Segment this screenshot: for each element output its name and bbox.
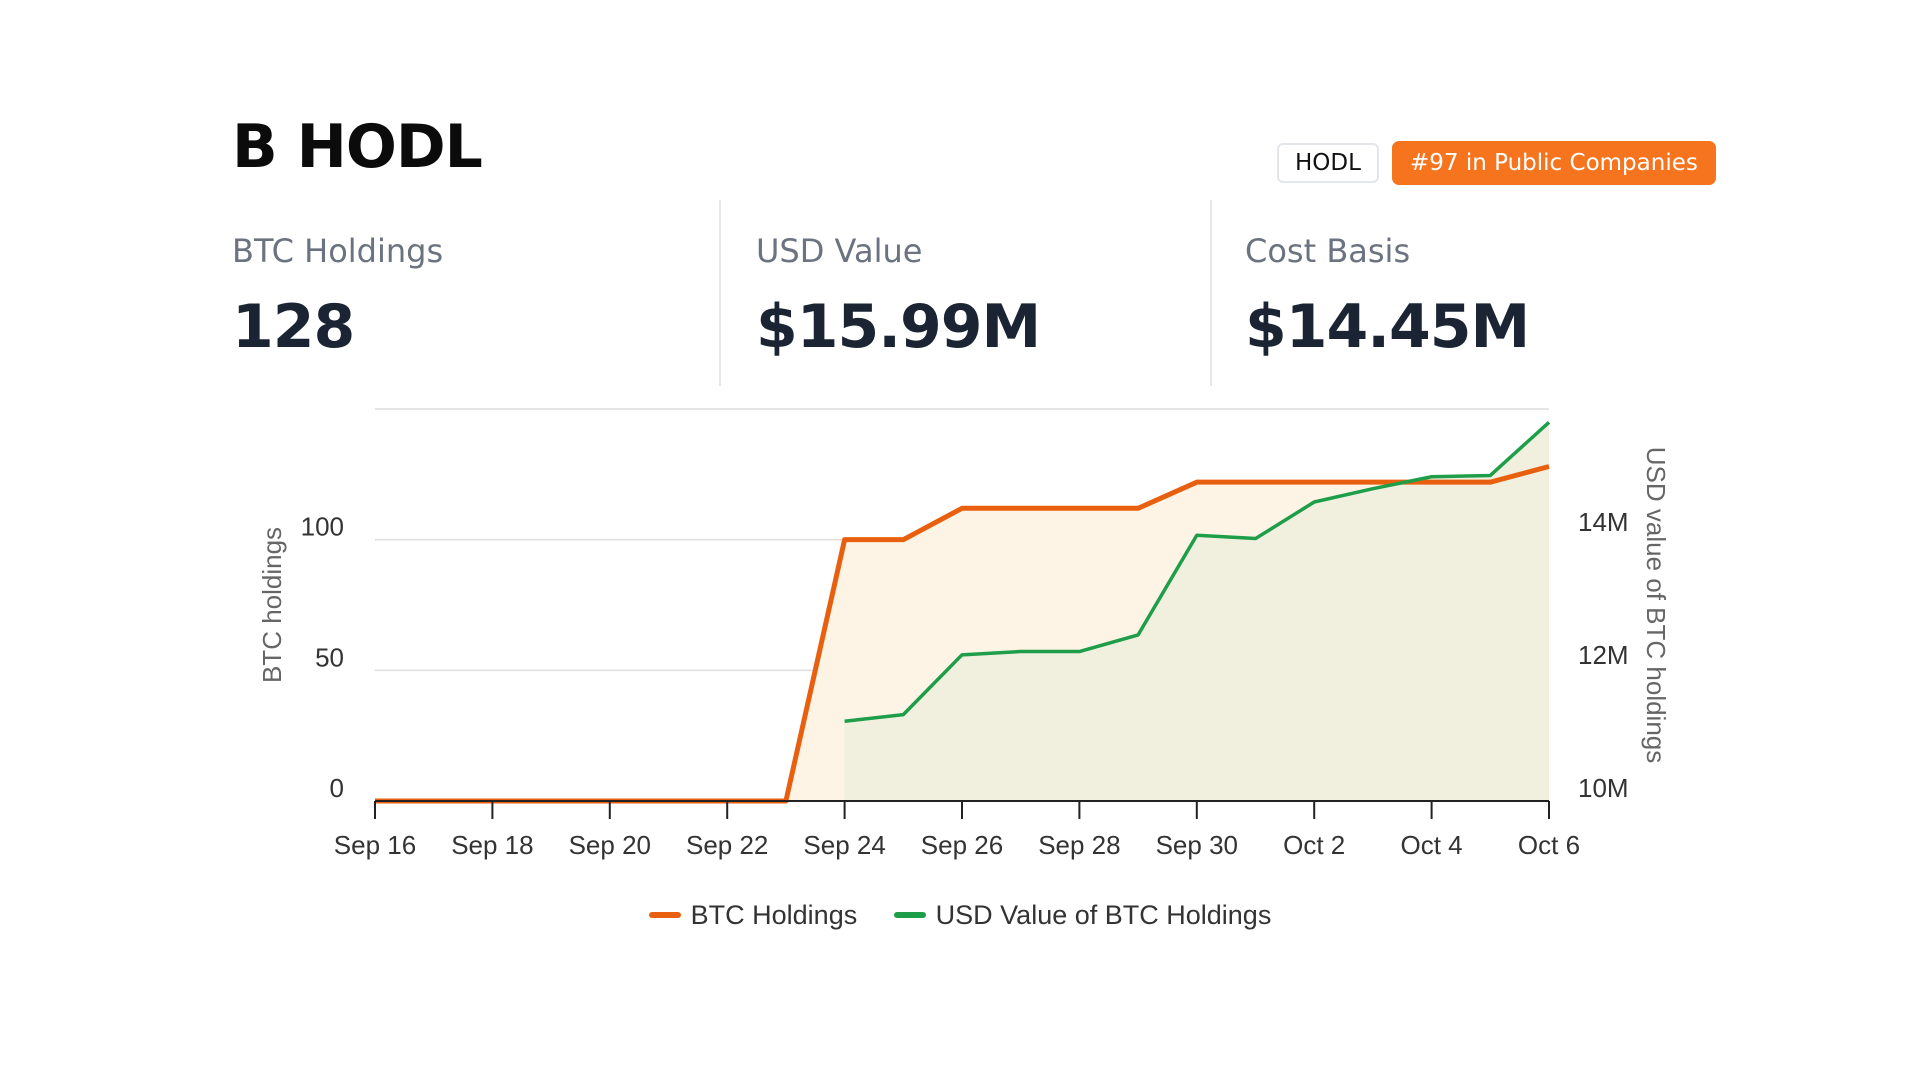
- x-tick-label: Sep 28: [1038, 830, 1120, 860]
- y-left-tick-label: 50: [315, 642, 344, 672]
- y-right-tick-label: 10M: [1578, 773, 1629, 803]
- x-tick-label: Sep 30: [1156, 830, 1238, 860]
- usd-value-area: [844, 422, 1549, 801]
- legend-label: BTC Holdings: [690, 900, 858, 930]
- x-tick-label: Oct 4: [1401, 830, 1463, 860]
- legend-label: USD Value of BTC Holdings: [935, 900, 1272, 930]
- legend-item-btc-holdings[interactable]: BTC Holdings: [648, 900, 858, 931]
- y-right-tick-label: 12M: [1578, 640, 1629, 670]
- y-left-tick-label: 0: [330, 773, 344, 803]
- stat-label: USD Value: [756, 232, 923, 270]
- legend-swatch-usd: [893, 911, 926, 918]
- rank-badge[interactable]: #97 in Public Companies: [1392, 141, 1716, 185]
- stat-divider: [719, 200, 721, 386]
- ticker-badge[interactable]: HODL: [1277, 143, 1379, 183]
- stat-value: 128: [232, 292, 355, 362]
- chart-legend: BTC Holdings USD Value of BTC Holdings: [0, 900, 1920, 931]
- x-tick-label: Oct 2: [1283, 830, 1345, 860]
- x-tick-label: Sep 24: [803, 830, 885, 860]
- stat-btc-holdings: BTC Holdings 128: [232, 200, 443, 386]
- stat-divider: [1210, 200, 1212, 386]
- company-title: B HODL: [232, 112, 483, 182]
- x-tick-label: Sep 16: [334, 830, 416, 860]
- usd-value-line: [844, 420, 1551, 724]
- legend-item-usd-value[interactable]: USD Value of BTC Holdings: [893, 900, 1272, 931]
- x-tick-label: Sep 22: [686, 830, 768, 860]
- stat-usd-value: USD Value $15.99M: [756, 200, 1041, 386]
- stat-cost-basis: Cost Basis $14.45M: [1245, 200, 1530, 386]
- x-tick-label: Oct 6: [1518, 830, 1580, 860]
- stat-label: Cost Basis: [1245, 232, 1411, 270]
- y-right-axis-title: USD value of BTC holdings: [1641, 447, 1671, 763]
- x-tick-label: Sep 26: [921, 830, 1003, 860]
- stat-value: $15.99M: [756, 292, 1041, 362]
- x-tick-label: Sep 18: [451, 830, 533, 860]
- x-tick-label: Sep 20: [569, 830, 651, 860]
- stat-label: BTC Holdings: [232, 232, 444, 270]
- stat-value: $14.45M: [1245, 292, 1530, 362]
- y-left-axis-title: BTC holdings: [257, 527, 287, 683]
- legend-swatch-btc: [648, 911, 681, 918]
- y-left-tick-label: 100: [301, 512, 344, 542]
- y-right-tick-label: 14M: [1578, 507, 1629, 537]
